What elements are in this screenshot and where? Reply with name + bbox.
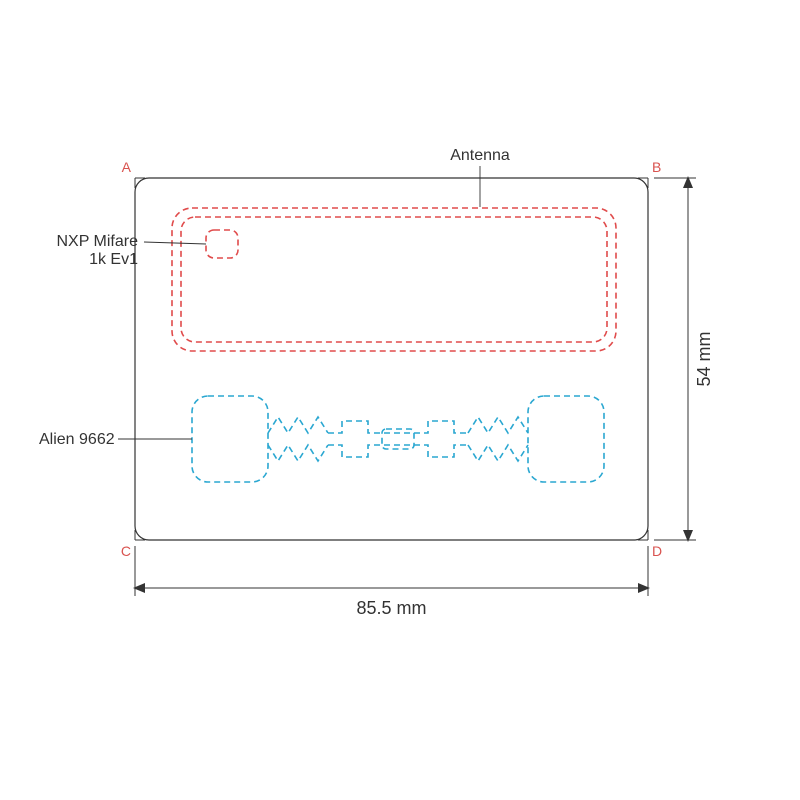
corner-a-label: A <box>122 159 132 175</box>
uhf-chip-loop <box>382 429 414 449</box>
nxp-label-line1: NXP Mifare <box>56 233 138 250</box>
antenna-inner-loop <box>181 217 607 342</box>
antenna-outer-loop <box>172 208 616 351</box>
nxp-label-line2: 1k Ev1 <box>89 251 138 268</box>
width-label: 85.5 mm <box>356 598 426 618</box>
uhf-pad-right <box>528 396 604 482</box>
corner-b-label: B <box>652 159 661 175</box>
corner-d-label: D <box>652 543 662 559</box>
alien-label: Alien 9662 <box>39 431 115 448</box>
corner-c-label: C <box>121 543 131 559</box>
rfid-card-diagram: A B C D Antenna NXP Mifare1k Ev1 Alien 9662 85.… <box>0 0 800 800</box>
mifare-chip <box>206 230 238 258</box>
card-outline <box>135 178 648 540</box>
height-label: 54 mm <box>694 331 714 386</box>
antenna-label: Antenna <box>450 147 510 164</box>
nxp-leader <box>144 242 206 244</box>
uhf-pad-left <box>192 396 268 482</box>
